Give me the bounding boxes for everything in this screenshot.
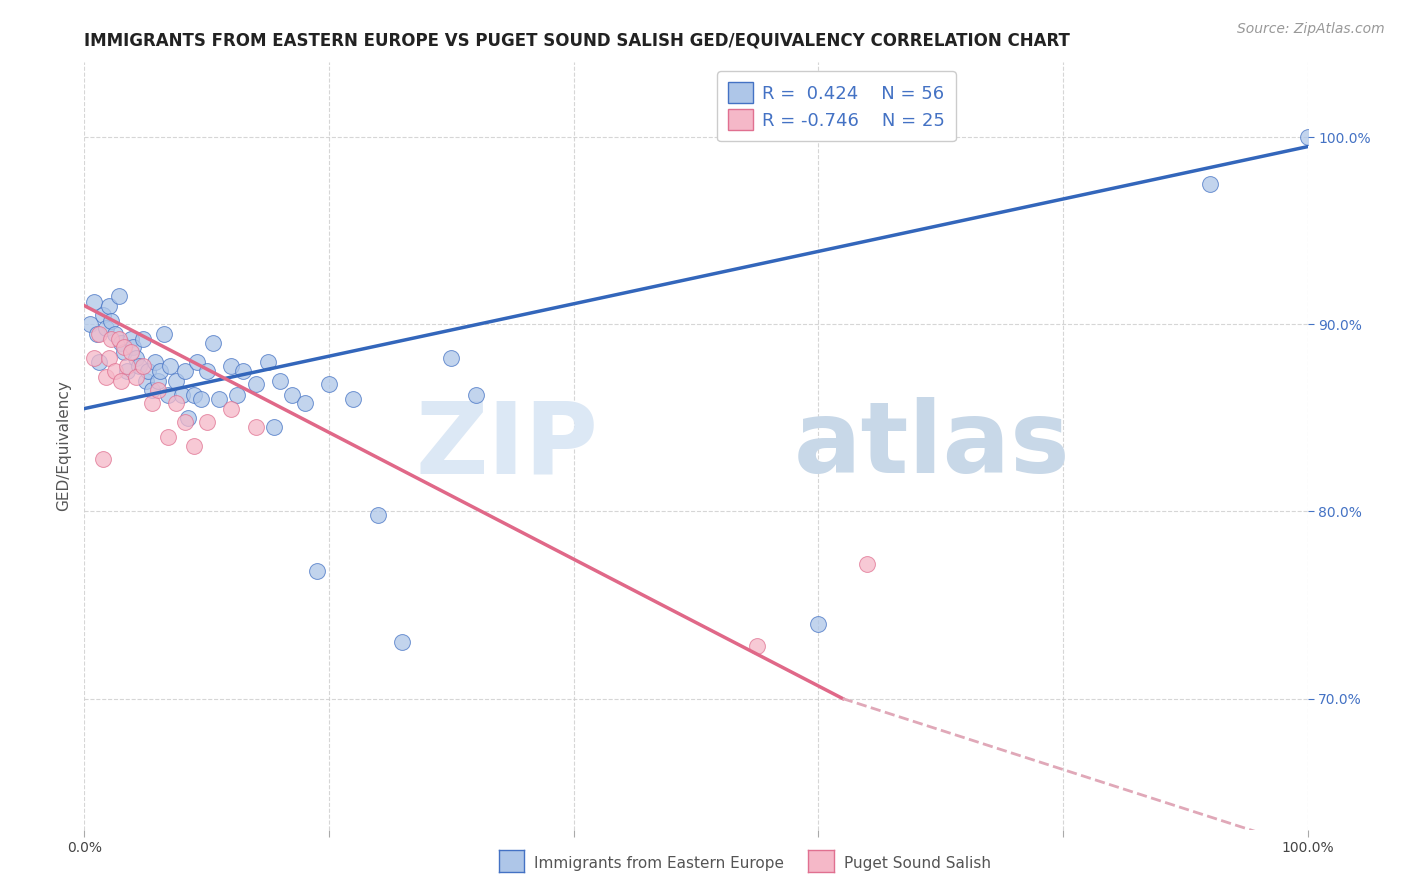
Point: [464, 388, 486, 402]
Point: [132, 332, 155, 346]
Point: [125, 369, 148, 384]
Point: [122, 340, 145, 354]
Point: [141, 396, 163, 410]
Point: [177, 411, 200, 425]
Point: [156, 388, 179, 402]
Point: [149, 364, 172, 378]
Point: [183, 388, 205, 402]
Point: [186, 355, 208, 369]
Point: [143, 355, 166, 369]
Point: [440, 351, 463, 365]
Point: [232, 364, 254, 378]
Point: [219, 359, 242, 373]
Point: [146, 383, 169, 397]
Point: [318, 377, 340, 392]
Point: [159, 359, 181, 373]
Point: [96, 321, 118, 335]
Point: [110, 374, 132, 388]
Point: [87, 326, 110, 341]
Point: [367, 508, 389, 523]
Point: [107, 332, 129, 346]
Point: [110, 336, 132, 351]
Point: [104, 326, 127, 341]
Point: [156, 430, 179, 444]
Point: [172, 388, 194, 402]
Point: [136, 364, 159, 378]
Point: [257, 355, 280, 369]
Point: [112, 345, 135, 359]
Point: [141, 383, 163, 397]
Point: [83, 351, 105, 365]
Point: [87, 355, 110, 369]
Y-axis label: GED/Equivalency: GED/Equivalency: [56, 381, 72, 511]
Point: [146, 374, 169, 388]
Point: [183, 439, 205, 453]
Point: [125, 351, 148, 365]
Point: [245, 377, 267, 392]
Point: [120, 332, 142, 346]
Point: [391, 635, 413, 649]
Point: [96, 369, 118, 384]
Point: [153, 326, 176, 341]
Point: [100, 332, 122, 346]
Point: [86, 326, 108, 341]
Point: [135, 374, 157, 388]
Point: [294, 396, 316, 410]
Point: [1198, 177, 1220, 191]
Text: Puget Sound Salish: Puget Sound Salish: [844, 856, 991, 871]
Point: [281, 388, 304, 402]
Text: atlas: atlas: [794, 398, 1070, 494]
Point: [115, 359, 138, 373]
Point: [91, 308, 114, 322]
Point: [219, 401, 242, 416]
Point: [128, 359, 150, 373]
Point: [195, 415, 218, 429]
Point: [107, 289, 129, 303]
Point: [201, 336, 224, 351]
Point: [807, 616, 830, 631]
Point: [104, 364, 127, 378]
Text: ZIP: ZIP: [415, 398, 598, 494]
Point: [263, 420, 285, 434]
Point: [165, 374, 187, 388]
Text: Source: ZipAtlas.com: Source: ZipAtlas.com: [1237, 22, 1385, 37]
Point: [165, 396, 187, 410]
Point: [97, 299, 120, 313]
Point: [91, 452, 114, 467]
Point: [100, 313, 122, 327]
Point: [195, 364, 218, 378]
Point: [856, 557, 879, 571]
Text: IMMIGRANTS FROM EASTERN EUROPE VS PUGET SOUND SALISH GED/EQUIVALENCY CORRELATION: IMMIGRANTS FROM EASTERN EUROPE VS PUGET …: [84, 32, 1070, 50]
Point: [83, 294, 105, 309]
Point: [1296, 130, 1319, 145]
Point: [747, 639, 769, 653]
Point: [115, 364, 138, 378]
Point: [173, 415, 195, 429]
Point: [97, 351, 120, 365]
Point: [269, 374, 291, 388]
Point: [112, 340, 135, 354]
Point: [208, 392, 231, 407]
Point: [226, 388, 249, 402]
Point: [190, 392, 212, 407]
Point: [120, 345, 142, 359]
Legend: R =  0.424    N = 56, R = -0.746    N = 25: R = 0.424 N = 56, R = -0.746 N = 25: [717, 71, 956, 141]
Point: [342, 392, 364, 407]
Point: [173, 364, 195, 378]
Text: Immigrants from Eastern Europe: Immigrants from Eastern Europe: [534, 856, 785, 871]
Point: [132, 359, 155, 373]
Point: [79, 318, 101, 332]
Point: [305, 565, 328, 579]
Point: [245, 420, 267, 434]
